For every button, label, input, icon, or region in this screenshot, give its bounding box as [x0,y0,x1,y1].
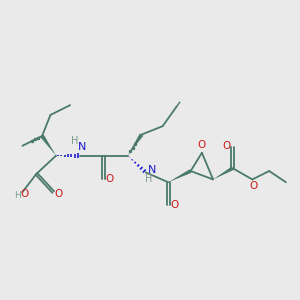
Text: N: N [78,142,86,152]
Polygon shape [213,167,234,179]
Text: O: O [106,174,114,184]
Text: H: H [71,136,79,146]
Text: O: O [20,189,29,199]
Text: O: O [222,141,231,151]
Text: H: H [145,174,152,184]
Text: O: O [250,181,258,190]
Text: O: O [170,200,178,210]
Text: O: O [54,189,62,199]
Text: H: H [14,191,21,200]
Polygon shape [40,135,56,156]
Polygon shape [168,169,191,182]
Text: N: N [148,165,156,175]
Text: O: O [198,140,206,150]
Polygon shape [128,134,143,156]
